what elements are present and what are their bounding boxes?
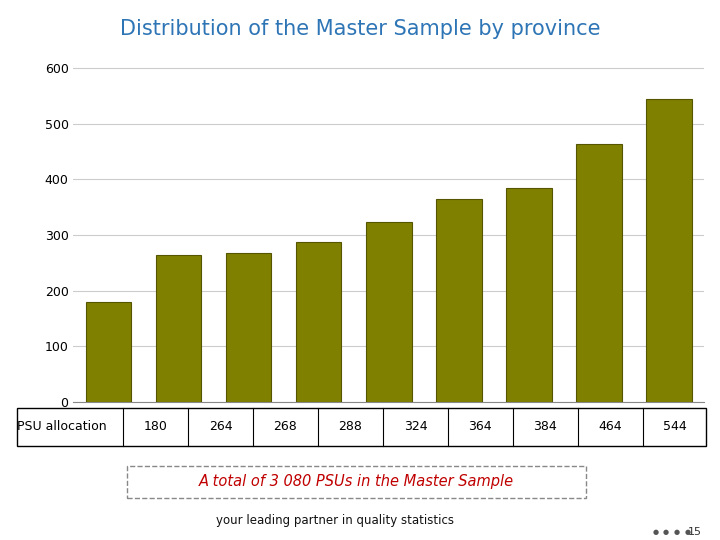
Text: A total of 3 080 PSUs in the Master Sample: A total of 3 080 PSUs in the Master Samp… — [199, 474, 514, 489]
Text: 544: 544 — [663, 420, 687, 433]
Text: PSU allocation: PSU allocation — [17, 420, 107, 433]
Bar — [576, 144, 622, 402]
Text: 264: 264 — [209, 420, 233, 433]
Text: 464: 464 — [598, 420, 622, 433]
Text: your leading partner in quality statistics: your leading partner in quality statisti… — [216, 514, 454, 527]
Bar — [366, 222, 412, 402]
Bar — [436, 199, 482, 402]
Text: 364: 364 — [469, 420, 492, 433]
Bar — [647, 99, 692, 402]
FancyBboxPatch shape — [17, 408, 706, 445]
Bar — [226, 253, 271, 402]
Bar — [86, 302, 131, 402]
Text: 288: 288 — [338, 420, 362, 433]
Bar — [296, 242, 341, 402]
Text: 324: 324 — [404, 420, 427, 433]
Text: 384: 384 — [534, 420, 557, 433]
Bar — [506, 188, 552, 402]
Text: ●: ● — [652, 529, 658, 535]
Text: 15: 15 — [688, 527, 702, 537]
Text: Distribution of the Master Sample by province: Distribution of the Master Sample by pro… — [120, 19, 600, 39]
Bar — [156, 255, 202, 402]
Text: ●: ● — [685, 529, 690, 535]
FancyBboxPatch shape — [127, 466, 586, 498]
Ellipse shape — [14, 489, 151, 540]
Text: ●: ● — [674, 529, 680, 535]
Text: 268: 268 — [274, 420, 297, 433]
Text: ●: ● — [663, 529, 669, 535]
Text: 180: 180 — [143, 420, 168, 433]
